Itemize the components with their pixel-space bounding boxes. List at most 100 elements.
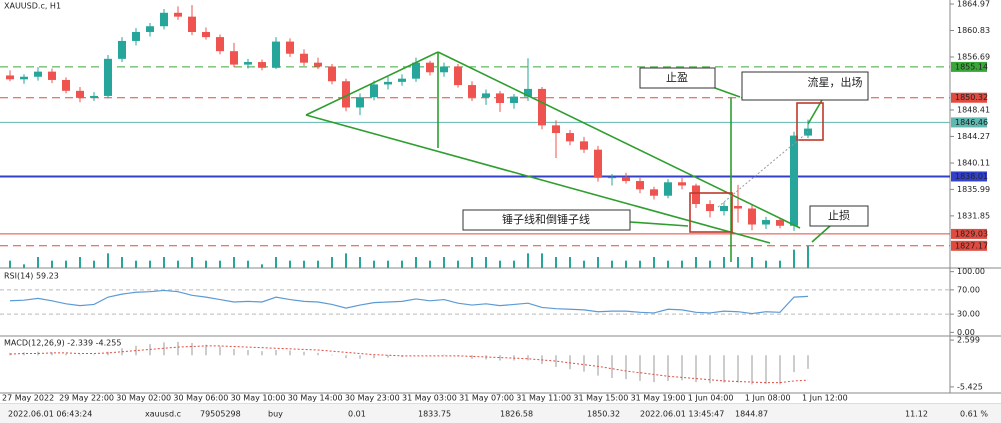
volume-bar [359, 257, 361, 268]
volume-bar [219, 260, 221, 268]
candle-body [370, 84, 378, 98]
volume-bar [709, 260, 711, 268]
volume-bar [289, 260, 291, 268]
candle-body [146, 26, 154, 32]
candle-body [20, 76, 28, 80]
volume-bar [303, 260, 305, 268]
candle-body [202, 31, 210, 38]
volume-bar [737, 257, 739, 268]
candle-body [622, 177, 630, 182]
volume-bar [765, 260, 767, 268]
volume-bar [793, 249, 795, 268]
volume-bar [121, 257, 123, 268]
volume-bar [275, 257, 277, 268]
level-tag [951, 61, 987, 72]
candle-body [216, 37, 224, 52]
volume-bar [807, 246, 809, 268]
candle-body [734, 205, 742, 209]
volume-bar [653, 257, 655, 268]
level-label: 1855.14 [955, 62, 988, 71]
drawings [305, 51, 869, 262]
candle-body [524, 88, 532, 97]
level-label: 1827.17 [955, 241, 988, 250]
candle-body [468, 85, 476, 98]
volume-bar [457, 260, 459, 268]
volume-bar [569, 257, 571, 268]
level-tag [951, 228, 987, 239]
volume-bar [625, 260, 627, 268]
volume-bar [429, 260, 431, 268]
volume-bar [499, 260, 501, 268]
y-tick-label: 1835.99 [957, 185, 990, 194]
volume-bar [345, 253, 347, 268]
volume-bar [247, 260, 249, 268]
level-tag [951, 240, 987, 251]
y-tick-label: 1856.69 [957, 52, 990, 61]
note: 流星，出场 [808, 75, 863, 89]
candle-body [790, 135, 798, 226]
status-text: xauusd.c [145, 410, 181, 419]
y-tick-label: 2.599 [957, 336, 980, 345]
level-tag [951, 117, 987, 128]
volume-bar [93, 260, 95, 268]
y-tick-label: 30.00 [957, 310, 980, 319]
plot: 1864.97 1860.83 1856.69 1848.41 1844.27 1840.… [0, 0, 990, 403]
status-text: 79505298 [200, 410, 241, 419]
candle-body [398, 78, 406, 82]
y-tick-label: 0.00 [957, 328, 975, 337]
volume-bar [107, 253, 109, 268]
candle-body [356, 97, 364, 108]
candle-body [132, 31, 140, 41]
arrow [807, 99, 823, 125]
volume-bar [779, 260, 781, 268]
volume-bar [415, 257, 417, 268]
candle-body [300, 53, 308, 63]
candle-body [594, 149, 602, 178]
candle-body [692, 185, 700, 205]
macd-title: MACD(12,26,9) -2.339 -4.255 [4, 339, 121, 348]
volume-bar [401, 260, 403, 268]
volume-bar [23, 264, 25, 268]
volume-bar [639, 260, 641, 268]
note-box [741, 71, 869, 101]
chart-title: XAUUSD.c, H1 [4, 2, 61, 11]
volume-bar [317, 260, 319, 268]
volume-bar [373, 260, 375, 268]
signal-line [9, 345, 809, 384]
x-tick-label: 30 May 06:00 [173, 394, 228, 403]
arrow [714, 87, 741, 98]
guide-line [717, 131, 809, 208]
candle-body [258, 62, 266, 68]
candle-body [650, 189, 658, 196]
candle-body [552, 125, 560, 134]
candle-body [440, 66, 448, 73]
candle-body [90, 95, 98, 98]
candle-body [188, 16, 196, 32]
x-tick-label: 31 May 11:00 [516, 394, 571, 403]
volume-bar [387, 260, 389, 268]
level-label: 1850.32 [955, 93, 988, 102]
volume-bar [723, 257, 725, 268]
status-text: 2022.06.01 06:43:24 [8, 410, 92, 419]
volume-bar [65, 260, 67, 268]
note-box [639, 67, 716, 89]
status-text: 1826.58 [500, 410, 533, 419]
volume-bar [555, 257, 557, 268]
note-box [462, 209, 631, 231]
note: 锤子线和倒锤子线 [502, 212, 590, 226]
candle-body [384, 81, 392, 85]
y-tick-label: 1848.41 [957, 105, 990, 114]
candle-body [104, 58, 112, 96]
volume-bar [51, 260, 53, 268]
volume-bar [541, 253, 543, 268]
candle-body [118, 40, 126, 59]
y-tick-label: 1840.11 [957, 159, 990, 168]
level-tag [951, 92, 987, 103]
y-tick-label: 70.00 [957, 285, 980, 294]
status-text: 0.61 % [960, 410, 988, 419]
volume-bar [443, 257, 445, 268]
candle-body [342, 81, 350, 108]
level-tag [951, 171, 987, 182]
volume-bar [79, 257, 81, 268]
volume-bar [485, 257, 487, 268]
